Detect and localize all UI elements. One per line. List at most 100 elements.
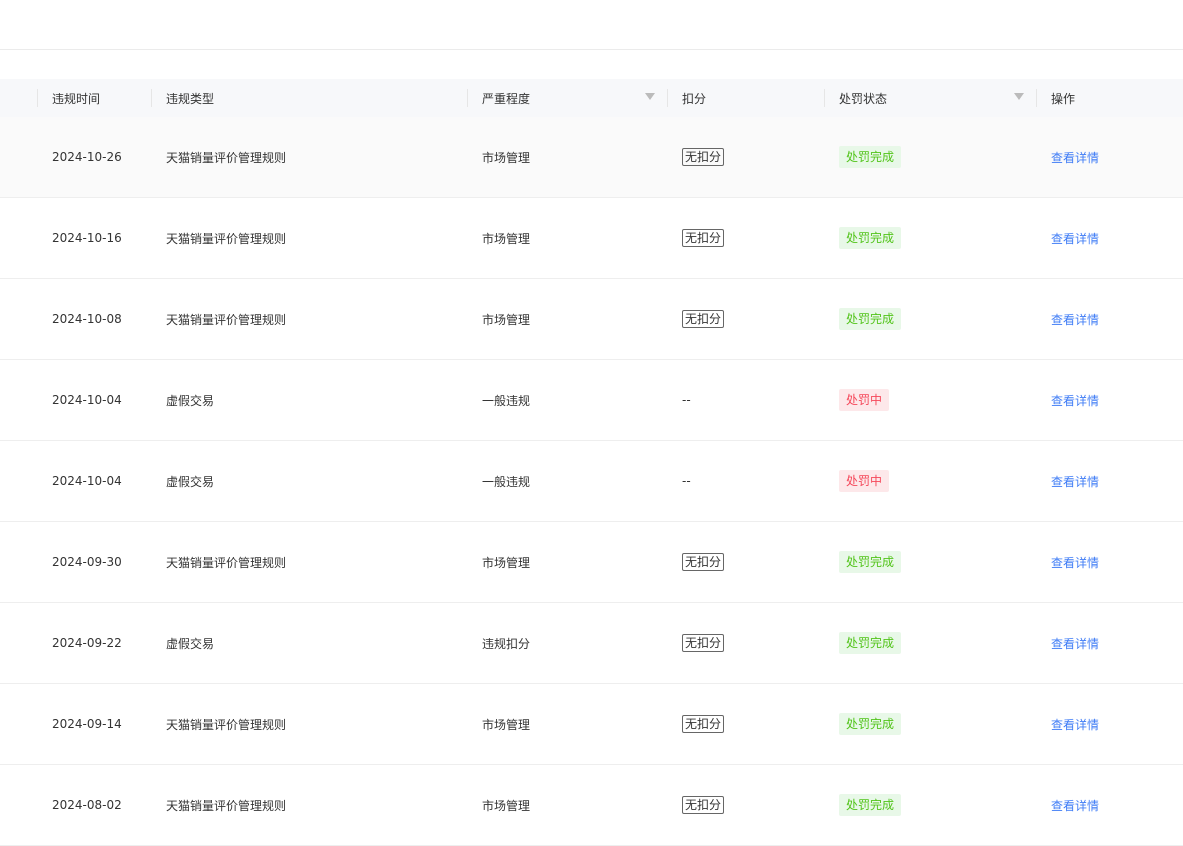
cell-action: 查看详情 xyxy=(1036,197,1183,279)
cell-severity: 市场管理 xyxy=(467,521,667,603)
row-spacer xyxy=(0,440,37,522)
cell-action: 查看详情 xyxy=(1036,602,1183,684)
header-type: 违规类型 xyxy=(151,79,467,117)
table-row: 2024-10-26 天猫销量评价管理规则 市场管理 无扣分 处罚完成 查看详情 xyxy=(0,117,1183,198)
cell-status: 处罚中 xyxy=(824,440,1036,522)
cell-status: 处罚完成 xyxy=(824,278,1036,360)
table-row: 2024-09-14 天猫销量评价管理规则 市场管理 无扣分 处罚完成 查看详情 xyxy=(0,683,1183,765)
cell-date: 2024-10-04 xyxy=(37,359,151,441)
table-row: 2024-09-30 天猫销量评价管理规则 市场管理 无扣分 处罚完成 查看详情 xyxy=(0,521,1183,603)
no-deduction-tag: 无扣分 xyxy=(682,634,725,652)
view-details-link[interactable]: 查看详情 xyxy=(1051,474,1100,489)
no-deduction-tag: 无扣分 xyxy=(682,310,725,328)
cell-type: 天猫销量评价管理规则 xyxy=(151,764,467,846)
cell-date: 2024-10-26 xyxy=(37,117,151,198)
view-details-link[interactable]: 查看详情 xyxy=(1051,393,1100,408)
header-severity: 严重程度 xyxy=(467,79,667,117)
view-details-link[interactable]: 查看详情 xyxy=(1051,150,1100,165)
row-spacer xyxy=(0,359,37,441)
violations-table: 违规时间 违规类型 严重程度 扣分 处罚状态 操作 2024-10-26 天猫销… xyxy=(0,79,1183,846)
cell-points: 无扣分 xyxy=(667,521,824,603)
cell-status: 处罚完成 xyxy=(824,683,1036,765)
view-details-link[interactable]: 查看详情 xyxy=(1051,231,1100,246)
cell-type: 虚假交易 xyxy=(151,359,467,441)
cell-status: 处罚完成 xyxy=(824,521,1036,603)
cell-type: 虚假交易 xyxy=(151,602,467,684)
cell-severity: 市场管理 xyxy=(467,278,667,360)
row-spacer xyxy=(0,197,37,279)
cell-date: 2024-10-08 xyxy=(37,278,151,360)
view-details-link[interactable]: 查看详情 xyxy=(1051,555,1100,570)
view-details-link[interactable]: 查看详情 xyxy=(1051,312,1100,327)
cell-points: 无扣分 xyxy=(667,278,824,360)
cell-type: 天猫销量评价管理规则 xyxy=(151,278,467,360)
table-row: 2024-09-22 虚假交易 违规扣分 无扣分 处罚完成 查看详情 xyxy=(0,602,1183,684)
status-badge: 处罚完成 xyxy=(839,551,902,573)
cell-date: 2024-10-16 xyxy=(37,197,151,279)
view-details-link[interactable]: 查看详情 xyxy=(1051,717,1100,732)
filter-icon[interactable] xyxy=(645,93,655,100)
cell-severity: 市场管理 xyxy=(467,764,667,846)
cell-points: 无扣分 xyxy=(667,602,824,684)
cell-action: 查看详情 xyxy=(1036,764,1183,846)
status-badge: 处罚完成 xyxy=(839,308,902,330)
cell-date: 2024-10-04 xyxy=(37,440,151,522)
status-badge: 处罚完成 xyxy=(839,146,902,168)
cell-date: 2024-09-22 xyxy=(37,602,151,684)
cell-type: 虚假交易 xyxy=(151,440,467,522)
cell-action: 查看详情 xyxy=(1036,521,1183,603)
no-deduction-tag: 无扣分 xyxy=(682,229,725,247)
header-action: 操作 xyxy=(1036,79,1183,117)
no-deduction-tag: 无扣分 xyxy=(682,796,725,814)
row-spacer xyxy=(0,602,37,684)
table-header: 违规时间 违规类型 严重程度 扣分 处罚状态 操作 xyxy=(0,79,1183,117)
status-badge: 处罚完成 xyxy=(839,713,902,735)
no-deduction-tag: 无扣分 xyxy=(682,553,725,571)
row-spacer xyxy=(0,117,37,198)
cell-severity: 一般违规 xyxy=(467,440,667,522)
row-spacer xyxy=(0,278,37,360)
header-checkbox-spacer xyxy=(0,79,37,117)
table-row: 2024-10-04 虚假交易 一般违规 -- 处罚中 查看详情 xyxy=(0,440,1183,522)
cell-date: 2024-09-14 xyxy=(37,683,151,765)
cell-status: 处罚完成 xyxy=(824,117,1036,198)
cell-points: 无扣分 xyxy=(667,197,824,279)
cell-points: -- xyxy=(667,359,824,441)
header-date: 违规时间 xyxy=(37,79,151,117)
points-value: -- xyxy=(682,393,691,407)
cell-action: 查看详情 xyxy=(1036,117,1183,198)
cell-action: 查看详情 xyxy=(1036,440,1183,522)
row-spacer xyxy=(0,683,37,765)
table-row: 2024-10-08 天猫销量评价管理规则 市场管理 无扣分 处罚完成 查看详情 xyxy=(0,278,1183,360)
cell-date: 2024-09-30 xyxy=(37,521,151,603)
cell-severity: 市场管理 xyxy=(467,683,667,765)
cell-severity: 违规扣分 xyxy=(467,602,667,684)
no-deduction-tag: 无扣分 xyxy=(682,715,725,733)
cell-type: 天猫销量评价管理规则 xyxy=(151,521,467,603)
status-badge: 处罚中 xyxy=(839,389,890,411)
cell-status: 处罚完成 xyxy=(824,764,1036,846)
view-details-link[interactable]: 查看详情 xyxy=(1051,798,1100,813)
cell-date: 2024-08-02 xyxy=(37,764,151,846)
cell-action: 查看详情 xyxy=(1036,683,1183,765)
cell-severity: 市场管理 xyxy=(467,197,667,279)
row-spacer xyxy=(0,521,37,603)
cell-type: 天猫销量评价管理规则 xyxy=(151,197,467,279)
status-badge: 处罚完成 xyxy=(839,794,902,816)
table-row: 2024-10-04 虚假交易 一般违规 -- 处罚中 查看详情 xyxy=(0,359,1183,441)
header-status: 处罚状态 xyxy=(824,79,1036,117)
filter-icon[interactable] xyxy=(1014,93,1024,100)
status-badge: 处罚完成 xyxy=(839,632,902,654)
status-badge: 处罚中 xyxy=(839,470,890,492)
cell-status: 处罚完成 xyxy=(824,197,1036,279)
view-details-link[interactable]: 查看详情 xyxy=(1051,636,1100,651)
cell-points: 无扣分 xyxy=(667,764,824,846)
row-spacer xyxy=(0,764,37,846)
cell-points: 无扣分 xyxy=(667,683,824,765)
points-value: -- xyxy=(682,474,691,488)
cell-status: 处罚中 xyxy=(824,359,1036,441)
top-divider xyxy=(0,49,1183,50)
cell-points: -- xyxy=(667,440,824,522)
header-points: 扣分 xyxy=(667,79,824,117)
cell-points: 无扣分 xyxy=(667,117,824,198)
